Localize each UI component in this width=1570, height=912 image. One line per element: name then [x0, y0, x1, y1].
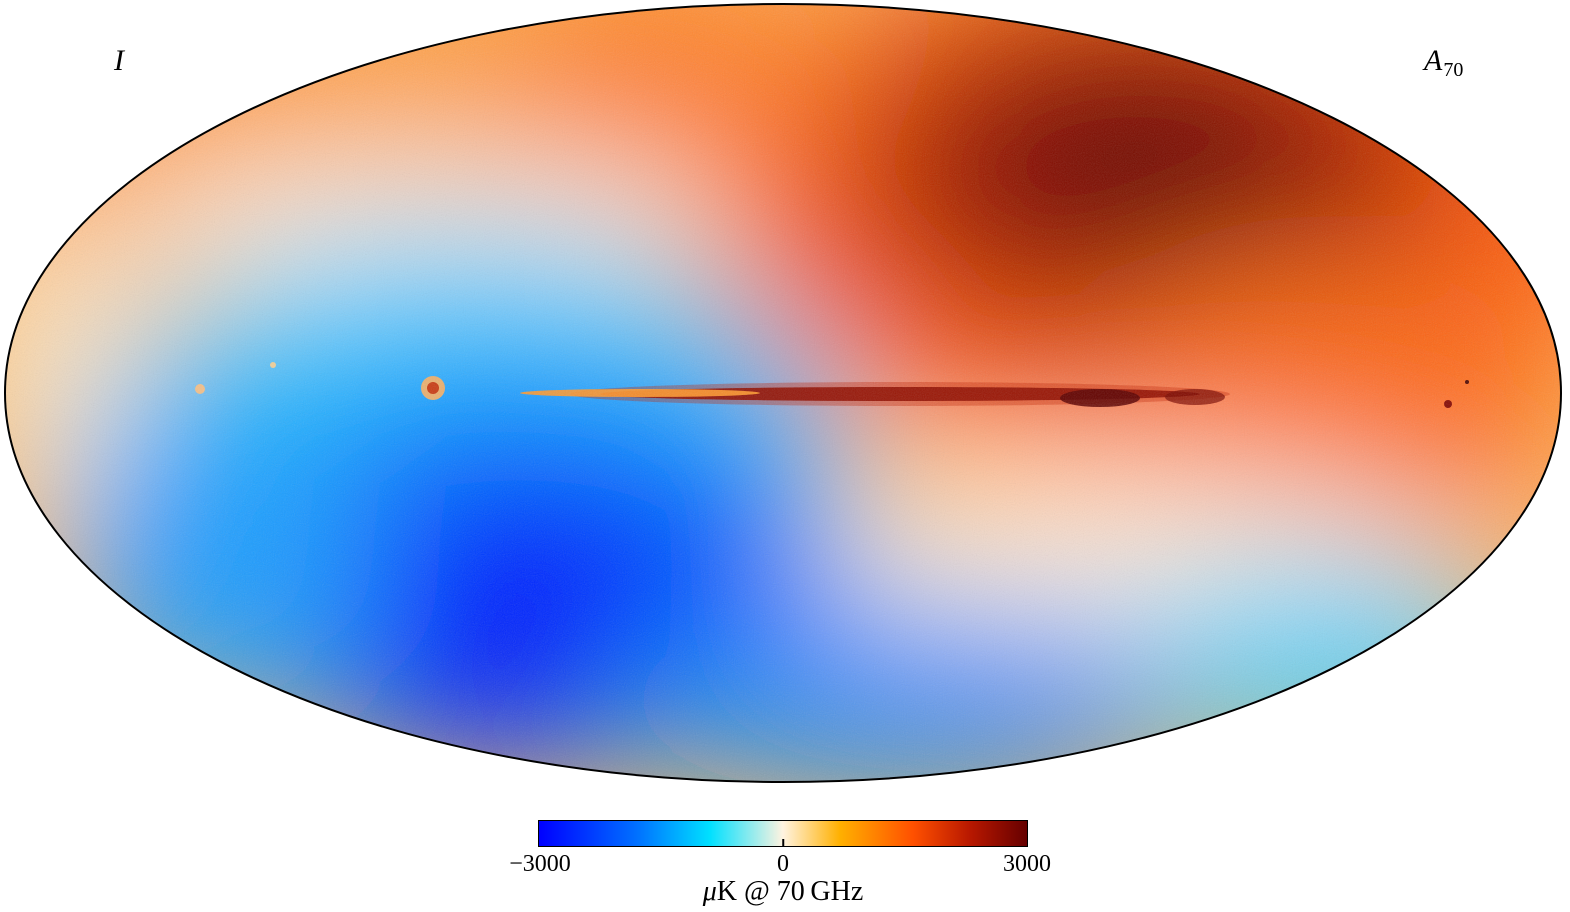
component-label-subscript: 70	[1443, 59, 1464, 81]
unit-prefix: μ	[702, 876, 717, 907]
sky-map	[4, 3, 1562, 783]
colorbar-tick-max: 3000	[1003, 851, 1051, 877]
colorbar-unit-label: μK @ 70 GHz	[703, 878, 864, 906]
colorbar	[538, 820, 1028, 847]
stokes-label: I	[114, 44, 124, 77]
map-outline	[4, 3, 1562, 783]
colorbar-tick-mid: 0	[777, 851, 789, 877]
component-label-main: A	[1424, 44, 1443, 77]
colorbar-tick-mark	[782, 839, 784, 846]
unit-rest: K @ 70 GHz	[716, 876, 864, 907]
colorbar-tick-min: −3000	[509, 851, 571, 877]
sky-map-field	[5, 4, 1561, 782]
component-label: A70	[1424, 44, 1464, 81]
